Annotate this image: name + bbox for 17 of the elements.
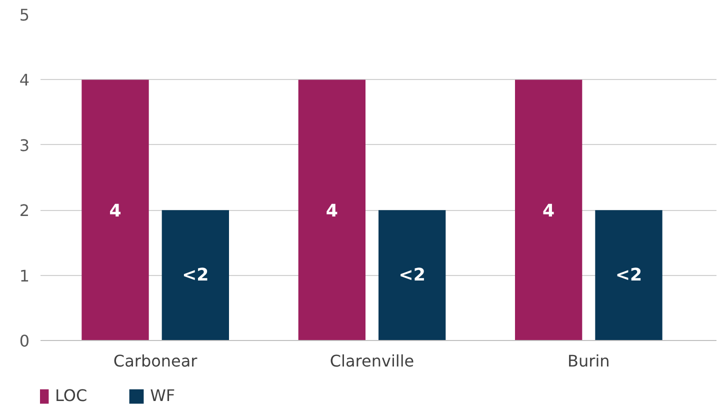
x-tick-label: Carbonear [113,352,198,370]
legend-label: LOC [55,386,88,405]
y-tick-label: 5 [19,6,30,24]
y-tick-label: 1 [19,266,30,286]
x-tick-label: Clarenville [330,352,414,370]
y-tick-label: 0 [19,332,30,350]
data-label: 4 [326,202,338,222]
x-tick-label: Burin [568,352,610,370]
data-label: <2 [615,265,642,286]
data-label: <2 [398,265,426,286]
data-label: 4 [109,202,122,222]
legend-label: WF [150,386,176,405]
y-tick-label: 3 [19,136,30,155]
data-label: 4 [542,202,555,222]
data-label: <2 [182,265,209,286]
y-tick-label: 4 [19,70,30,90]
y-tick-label: 2 [19,201,30,220]
